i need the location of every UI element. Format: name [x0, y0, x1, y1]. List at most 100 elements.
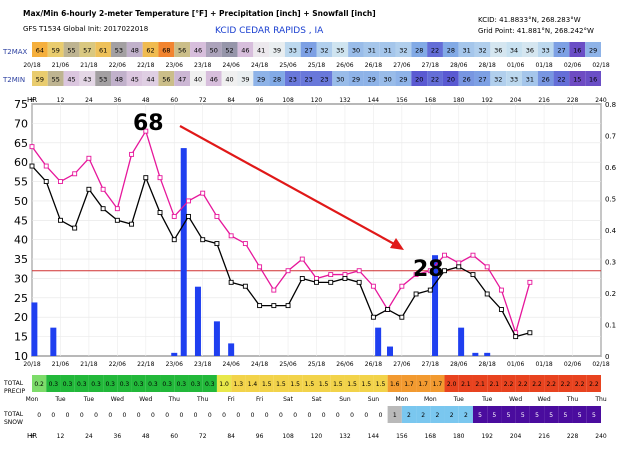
t2min-value: 39: [241, 76, 249, 84]
snow-value: 5: [578, 412, 582, 419]
snow-value: 2: [421, 412, 425, 419]
precip-value: 1.0: [219, 381, 229, 388]
date-label: 02/06: [564, 361, 581, 368]
t2max-series: [29, 128, 533, 336]
date-label: 20/18: [23, 62, 40, 69]
day-label: Wed: [111, 396, 124, 403]
t2max-cell: [237, 42, 254, 57]
precip-cell: [103, 375, 118, 392]
series-point: [470, 272, 476, 278]
snow-value: 0: [265, 412, 269, 419]
precip-value: 1.5: [305, 381, 315, 388]
snow-label-2: SNOW: [4, 419, 23, 426]
precip-value: 1.7: [404, 381, 414, 388]
precip-value: 1.7: [418, 381, 428, 388]
t2min-value: 23: [304, 76, 312, 84]
series-point: [171, 237, 177, 243]
series-point: [328, 272, 334, 278]
hour-label: 144: [368, 433, 380, 440]
date-label: 23/18: [194, 361, 211, 368]
hour-label: 156: [396, 97, 408, 104]
t2max-cell: [221, 42, 238, 57]
snow-value: 5: [478, 412, 482, 419]
t2min-value: 29: [368, 76, 376, 84]
t2max-value: 56: [178, 47, 186, 55]
hour-label: +: [29, 97, 34, 104]
series-point: [58, 217, 63, 223]
t2min-cell: [348, 71, 364, 86]
t2max-value: 28: [447, 47, 455, 55]
snow-cell: [32, 406, 47, 423]
t2min-cell: [379, 71, 396, 86]
y-tick-label: 35: [14, 253, 28, 266]
precip-value: 1.5: [376, 381, 386, 388]
precip-cell: [472, 375, 488, 392]
t2max-value: 41: [257, 47, 265, 55]
t2max-cell: [332, 42, 349, 57]
t2max-value: 46: [194, 47, 202, 55]
y2-tick-label: 0: [605, 353, 609, 361]
hour-label: 48: [142, 97, 150, 104]
series-point: [513, 334, 519, 340]
t2max-cell: [316, 42, 333, 57]
hour-label: 216: [538, 97, 550, 104]
snow-cell: [572, 406, 587, 423]
precip-value: 0.3: [134, 381, 144, 388]
precip-value: 0.3: [205, 381, 215, 388]
t2min-cell: [300, 71, 317, 86]
snow-value: 0: [236, 412, 240, 419]
series-point: [442, 268, 447, 274]
t2max-cell: [585, 42, 601, 57]
day-label: Tue: [83, 396, 95, 403]
y-tick-label: 65: [14, 137, 28, 150]
precip-value: 1.5: [262, 381, 272, 388]
hour-label: 204: [510, 97, 522, 104]
snow-value: 0: [179, 412, 183, 419]
y-tick-label: 55: [14, 176, 28, 189]
series-point: [86, 186, 92, 192]
t2min-value: 15: [573, 76, 581, 84]
series-point: [29, 163, 35, 169]
precip-cell: [74, 375, 89, 392]
snow-value: 0: [322, 412, 326, 419]
y2-tick-label: 0.7: [605, 133, 616, 141]
snow-value: 2: [435, 412, 439, 419]
series-point: [527, 279, 533, 285]
date-row-bottom: 20/18 21/06 21/18 22/06 22/18 23/06 23/18 24/06…: [23, 361, 609, 368]
hour-label: 24: [85, 97, 93, 104]
series-point: [114, 217, 120, 223]
series-point: [143, 128, 149, 134]
t2max-value: 33: [289, 47, 297, 55]
snow-cell: [487, 406, 502, 423]
y2-tick-label: 0.6: [605, 164, 617, 172]
precip-value: 2.2: [589, 381, 599, 388]
date-label: 20/18: [23, 361, 40, 368]
snow-cell: [330, 406, 345, 423]
date-label: 01/06: [507, 62, 524, 69]
t2min-cell: [363, 71, 380, 86]
t2min-cell: [158, 71, 175, 86]
date-label: 27/18: [422, 361, 439, 368]
snow-cell: [273, 406, 289, 423]
t2max-value: 68: [162, 47, 170, 55]
t2min-value: 27: [478, 76, 486, 84]
t2max-cell: [142, 42, 159, 57]
t2max-cell: [348, 42, 364, 57]
t2min-value: 22: [431, 76, 439, 84]
t2min-value: 31: [526, 76, 534, 84]
snow-cell: [60, 406, 75, 423]
series-point: [356, 279, 362, 285]
precip-value: 0.3: [91, 381, 101, 388]
snow-cell: [131, 406, 146, 423]
day-label: Tue: [481, 396, 493, 403]
series-point: [470, 252, 476, 258]
series-point: [427, 287, 433, 293]
t2max-cell: [205, 42, 222, 57]
date-label: 23/06: [166, 62, 183, 69]
day-label: Fri: [256, 396, 263, 403]
y-tick-label: 45: [14, 214, 28, 227]
snow-value: 0: [350, 412, 354, 419]
day-label: Sat: [312, 396, 322, 403]
date-label: 24/06: [223, 62, 240, 69]
t2max-cell: [111, 42, 127, 57]
